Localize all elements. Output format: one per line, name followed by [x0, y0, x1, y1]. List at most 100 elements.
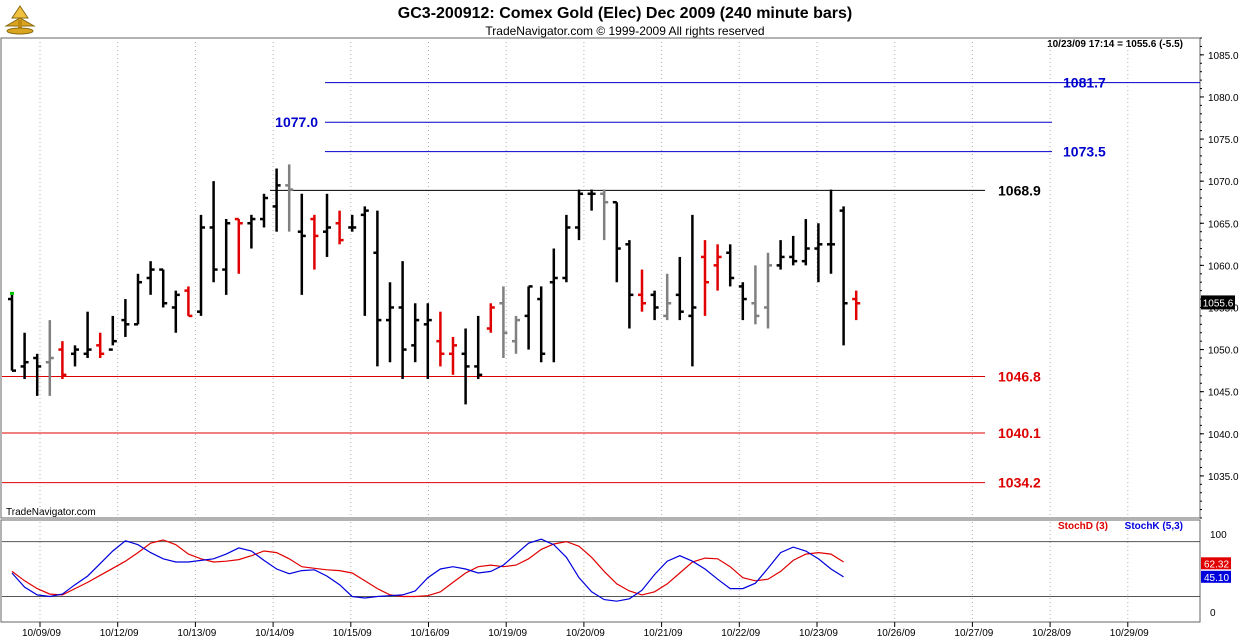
ohlc-bar [776, 240, 785, 270]
ohlc-bar [827, 189, 835, 274]
level-label: 1081.7 [1063, 75, 1106, 91]
ohlc-bar [71, 345, 79, 367]
ohlc-bar [348, 214, 357, 232]
ohlc-bar [8, 294, 16, 372]
price-axis-label: 1065.0 [1208, 219, 1239, 230]
ohlc-bar [738, 282, 747, 321]
ohlc-bar [310, 214, 319, 270]
ohlc-bar [839, 206, 848, 346]
ohlc-bar [159, 268, 168, 308]
ohlc-bar [650, 290, 659, 321]
stoch-axis-label: 0 [1210, 608, 1216, 619]
level-label: 1068.9 [998, 182, 1041, 198]
ohlc-bar [474, 315, 483, 380]
ohlc-bar [297, 193, 306, 295]
date-tick-label: 10/26/09 [877, 628, 916, 639]
date-tick-label: 10/19/09 [488, 628, 527, 639]
ohlc-bar [134, 273, 142, 326]
chart-title: GC3-200912: Comex Gold (Elec) Dec 2009 (… [398, 5, 852, 22]
ohlc-bar [33, 353, 42, 396]
date-tick-label: 10/14/09 [255, 628, 294, 639]
stoch-d-value-box [1201, 557, 1231, 570]
price-axis-label: 1060.0 [1208, 261, 1239, 272]
last-price-box [1201, 295, 1235, 310]
ohlc-bar [247, 214, 256, 249]
ohlc-bar [222, 219, 231, 295]
last-price-label: 1055.6 [1203, 298, 1234, 309]
ohlc-bar [360, 206, 369, 316]
ohlc-bar [587, 189, 596, 211]
ohlc-bar [45, 320, 54, 396]
quote-readout: 10/23/09 17:14 = 1055.6 (-5.5) [1047, 39, 1183, 50]
date-tick-label: 10/22/09 [721, 628, 760, 639]
price-axis-label: 1050.0 [1208, 346, 1239, 357]
ohlc-bar [461, 328, 470, 405]
ohlc-bar [625, 240, 634, 329]
date-tick-label: 10/28/09 [1032, 628, 1071, 639]
ohlc-bar [537, 286, 546, 363]
ohlc-bar [260, 193, 268, 228]
ohlc-bar [58, 341, 67, 380]
level-label: 1073.5 [1063, 144, 1106, 160]
stoch-legend-d: StochD (3) [1058, 521, 1108, 532]
ohlc-bar [675, 256, 684, 321]
stochastic-panel: 100 0 StochD (3) StochK (5,3) 62.32 45.10 [2, 521, 1231, 619]
ohlc-bar [171, 290, 180, 333]
stoch-d-value: 62.32 [1204, 559, 1229, 570]
price-axis-label: 1070.0 [1208, 177, 1239, 188]
watermark-text: TradeNavigator.com [6, 507, 96, 518]
level-label: 1034.2 [998, 475, 1041, 491]
ohlc-bar [373, 210, 382, 367]
ohlc-bar [234, 217, 243, 274]
ohlc-bar [411, 303, 420, 363]
trade-navigator-logo-icon [4, 5, 36, 35]
ohlc-bar [751, 265, 760, 325]
ohlc-bar [726, 244, 735, 287]
ohlc-bar [663, 273, 672, 321]
date-tick-label: 10/29/09 [1110, 628, 1149, 639]
stoch-k-value: 45.10 [1204, 573, 1229, 584]
ohlc-bar [852, 290, 861, 321]
price-axis-label: 1080.0 [1208, 93, 1239, 104]
ohlc-bar [398, 261, 407, 380]
stoch-series-line [11, 538, 844, 602]
level-label: 1040.1 [998, 425, 1041, 441]
date-tick-label: 10/13/09 [177, 628, 216, 639]
ohlc-bar [701, 240, 709, 316]
ohlc-bar [197, 214, 205, 316]
ohlc-bar [423, 303, 432, 380]
ohlc-bar [801, 219, 810, 266]
ohlc-bar [449, 336, 457, 375]
ohlc-bar [638, 269, 646, 312]
ohlc-bar [789, 235, 798, 266]
ohlc-bar [285, 164, 294, 232]
level-lines: 1081.7 1077.0 1073.5 1068.9 1046.8 1040.1 1034… [2, 75, 1200, 491]
ohlc-bar [814, 223, 823, 283]
price-axis-label: 1035.0 [1208, 472, 1239, 483]
price-panel-frame [0, 37, 1201, 519]
ohlc-bar [83, 311, 92, 358]
first-bar-marker [10, 291, 14, 295]
ohlc-bar [600, 189, 609, 241]
ohlc-bar [184, 286, 193, 318]
ohlc-bar [612, 200, 621, 283]
ohlc-bar [512, 315, 520, 354]
stoch-k-value-box [1201, 570, 1231, 583]
ohlc-bar [386, 282, 394, 363]
ohlc-bar [436, 311, 445, 367]
ohlc-bar [108, 315, 117, 351]
ohlc-bar [713, 244, 722, 291]
ohlc-bar [562, 214, 571, 283]
date-tick-label: 10/27/09 [954, 628, 993, 639]
stoch-series-line [11, 539, 844, 598]
date-axis: 10/09/09 10/12/09 10/13/09 10/14/09 10/15/09… [22, 622, 1149, 639]
price-axis-label: 1045.0 [1208, 388, 1239, 399]
date-tick-label: 10/21/09 [644, 628, 683, 639]
ohlc-bar [209, 181, 218, 283]
price-axis-label: 1085.0 [1208, 51, 1239, 62]
ohlc-bar [323, 193, 331, 257]
stoch-axis-label: 100 [1210, 530, 1227, 541]
ohlc-bar [575, 189, 583, 241]
